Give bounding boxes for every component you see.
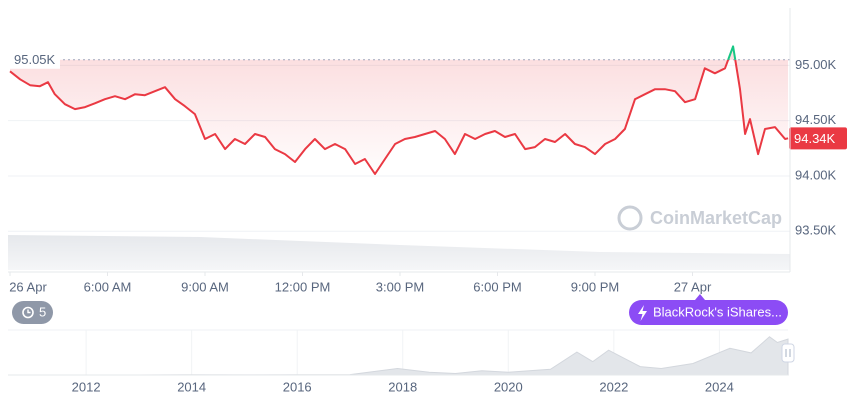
x-tick-label: 12:00 PM [275, 279, 331, 294]
watermark-text: CoinMarketCap [650, 208, 782, 228]
x-tick-label: 3:00 PM [376, 279, 424, 294]
events-badge[interactable]: 5 [12, 301, 53, 324]
x-tick-label: 27 Apr [674, 279, 712, 294]
navigator-handle-grip [785, 349, 791, 357]
y-tick-label: 94.50K [795, 112, 837, 127]
last-price-bg [789, 127, 847, 150]
volume-band [8, 235, 790, 270]
navigator-tick-label: 2018 [388, 379, 417, 394]
events-count: 5 [39, 304, 46, 319]
news-tag[interactable]: BlackRock's iShares... [629, 294, 788, 325]
price-chart: 93.50K 94.00K 94.50K 95.00K 26 Apr 6:00 AM 9:0… [8, 45, 847, 294]
navigator-tick-label: 2016 [283, 379, 312, 394]
navigator: 2012 2014 2016 2018 2020 2022 2024 [8, 330, 789, 394]
x-tick-label: 6:00 AM [84, 279, 132, 294]
news-text: BlackRock's iShares... [653, 304, 782, 319]
events-icon [27, 309, 31, 314]
navigator-tick-label: 2024 [705, 379, 734, 394]
y-tick-label: 95.00K [795, 57, 837, 72]
navigator-tick-label: 2012 [72, 379, 101, 394]
watermark-logo [617, 205, 643, 231]
reference-label: 95.05K [14, 52, 56, 67]
watermark: CoinMarketCap [617, 205, 782, 231]
y-tick-label: 93.50K [795, 223, 837, 238]
news-icon [638, 305, 647, 321]
x-tick-label: 9:00 AM [181, 279, 229, 294]
price-line [9, 59, 789, 175]
news-pointer [695, 294, 705, 300]
price-area [10, 46, 789, 174]
x-tick-label: 6:00 PM [473, 279, 521, 294]
last-price-label: 94.34K [794, 131, 836, 146]
navigator-handle[interactable] [781, 343, 795, 363]
navigator-tick-label: 2020 [494, 379, 523, 394]
x-tick-label: 9:00 PM [571, 279, 619, 294]
y-tick-label: 94.00K [795, 167, 837, 182]
news-tag-bg[interactable] [629, 300, 788, 325]
navigator-tick-label: 2022 [599, 379, 628, 394]
navigator-tick-label: 2014 [177, 379, 206, 394]
events-icon [22, 306, 34, 319]
reference-label-bg [8, 50, 60, 69]
navigator-area [8, 336, 789, 376]
x-tick-label: 26 Apr [9, 279, 47, 294]
